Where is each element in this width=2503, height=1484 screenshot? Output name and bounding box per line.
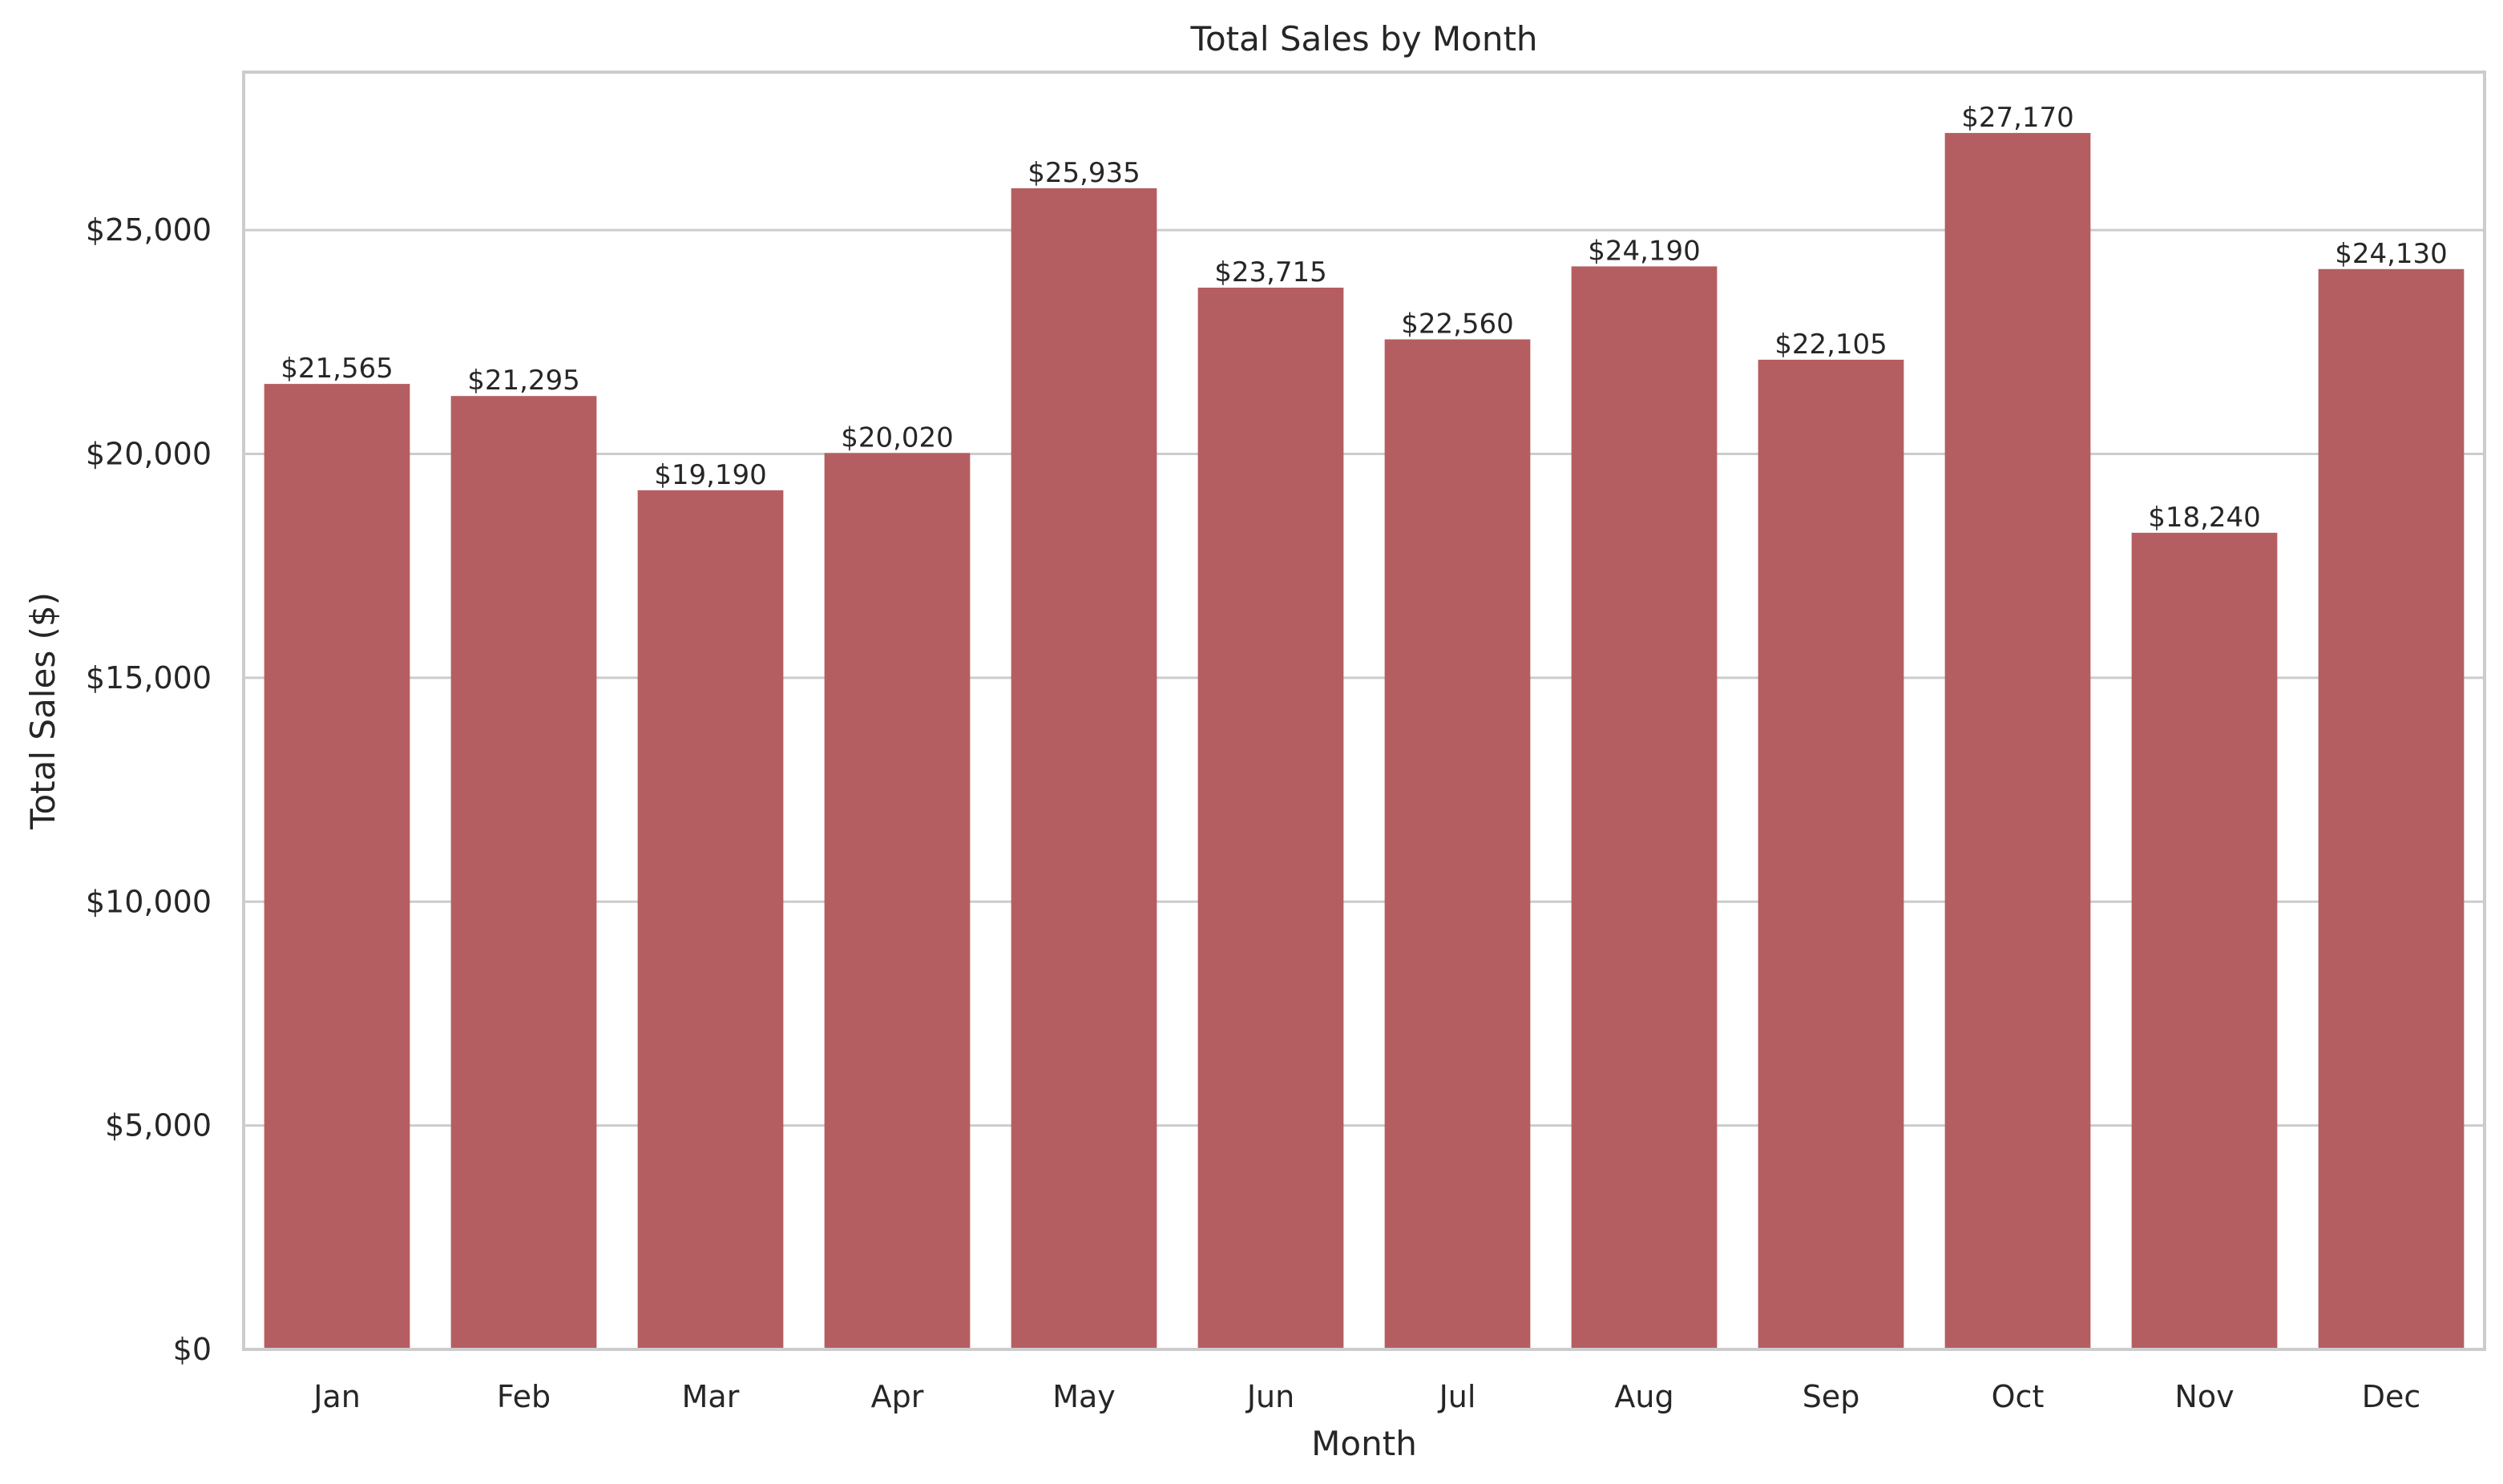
gridlines xyxy=(244,228,2485,1127)
y-tick-label: $25,000 xyxy=(86,212,212,248)
chart-title: Total Sales by Month xyxy=(1189,19,1537,58)
data-label: $20,020 xyxy=(841,421,954,454)
data-label: $18,240 xyxy=(2148,502,2261,534)
y-tick-label: $15,000 xyxy=(86,660,212,696)
bar-oct xyxy=(1944,132,2091,1349)
x-tick-label: Dec xyxy=(2362,1379,2421,1414)
bar-jun xyxy=(1197,287,1344,1350)
bar-jan xyxy=(264,384,410,1349)
x-tick-label: Jan xyxy=(312,1379,361,1414)
bar-sep xyxy=(1758,359,1904,1349)
x-tick-label: Feb xyxy=(497,1379,551,1414)
bar-nov xyxy=(2131,532,2278,1349)
data-label: $24,190 xyxy=(1588,235,1701,267)
plot-frame xyxy=(242,71,2486,1351)
data-label: $19,190 xyxy=(654,459,767,491)
data-label: $24,130 xyxy=(2335,238,2448,270)
x-tick-label: Mar xyxy=(682,1379,740,1414)
x-tick-label: Aug xyxy=(1614,1379,1673,1414)
x-tick-label: Nov xyxy=(2174,1379,2234,1414)
y-tick-label: $0 xyxy=(173,1332,212,1367)
x-tick-label: Apr xyxy=(871,1379,924,1414)
x-tick-label: Sep xyxy=(1803,1379,1860,1414)
bar-mar xyxy=(637,490,784,1350)
y-axis-label: Total Sales ($) xyxy=(23,592,63,830)
x-tick-label: May xyxy=(1052,1379,1116,1414)
y-tick-label: $20,000 xyxy=(86,437,212,472)
data-label: $21,565 xyxy=(281,353,394,385)
x-tick-label: Jul xyxy=(1438,1379,1476,1414)
y-axis-ticks: $0 $5,000 $10,000 $15,000 $20,000 $25,000 xyxy=(86,212,212,1367)
data-label: $22,105 xyxy=(1774,329,1887,361)
bar-feb xyxy=(450,396,597,1350)
y-tick-label: $5,000 xyxy=(105,1108,212,1143)
bar-dec xyxy=(2318,268,2465,1350)
data-label: $21,295 xyxy=(467,365,580,397)
data-labels: $21,565 $21,295 $19,190 $20,020 $25,935 $23,7… xyxy=(281,102,2448,534)
data-label: $25,935 xyxy=(1027,157,1140,189)
data-label: $22,560 xyxy=(1401,308,1514,341)
bars xyxy=(264,132,2465,1350)
bar-jul xyxy=(1384,339,1531,1350)
data-label: $27,170 xyxy=(1961,102,2074,134)
bar-aug xyxy=(1571,266,1718,1349)
x-tick-label: Jun xyxy=(1245,1379,1294,1414)
bar-apr xyxy=(824,453,971,1349)
bar-may xyxy=(1011,188,1157,1350)
data-label: $23,715 xyxy=(1214,256,1327,288)
y-tick-label: $10,000 xyxy=(86,884,212,919)
x-tick-label: Oct xyxy=(1992,1379,2045,1414)
x-axis-ticks: Jan Feb Mar Apr May Jun Jul Aug Sep Oct Nov Dec xyxy=(312,1379,2420,1414)
x-axis-label: Month xyxy=(1311,1424,1417,1463)
